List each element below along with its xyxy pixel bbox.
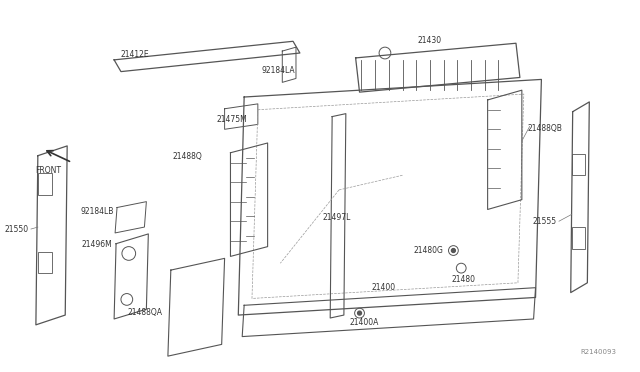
Text: 21475M: 21475M	[217, 115, 248, 124]
Circle shape	[451, 248, 455, 253]
Text: 21555: 21555	[533, 217, 557, 226]
Text: 21496M: 21496M	[81, 240, 112, 249]
Text: 21412E: 21412E	[121, 51, 150, 60]
Text: 21400A: 21400A	[349, 318, 379, 327]
Text: 21488QA: 21488QA	[128, 308, 163, 317]
Text: 21497L: 21497L	[323, 213, 351, 222]
Circle shape	[358, 311, 362, 315]
Text: 21430: 21430	[417, 36, 442, 45]
Text: R2140093: R2140093	[580, 349, 616, 355]
Bar	[572, 227, 586, 248]
Bar	[38, 173, 52, 195]
Text: 21488QB: 21488QB	[528, 124, 563, 133]
Text: 21480G: 21480G	[413, 246, 444, 255]
Text: 21400: 21400	[371, 283, 396, 292]
Text: 21550: 21550	[5, 225, 29, 234]
Bar	[572, 154, 586, 175]
Text: FRONT: FRONT	[36, 166, 61, 175]
Text: 92184LB: 92184LB	[81, 207, 114, 216]
Text: 21488Q: 21488Q	[172, 152, 202, 161]
Text: 21480: 21480	[451, 275, 476, 284]
Text: 92184LA: 92184LA	[262, 66, 295, 75]
Bar	[38, 251, 52, 273]
